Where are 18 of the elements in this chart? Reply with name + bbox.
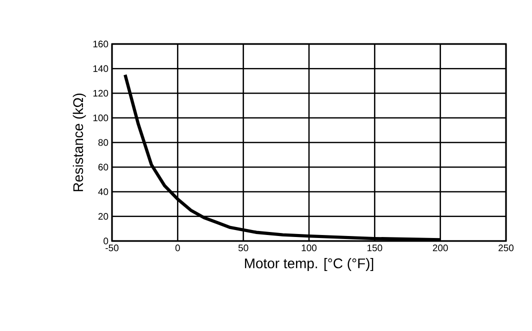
x-tick-label: -50 <box>106 244 118 252</box>
x-tick-label: 150 <box>367 244 382 252</box>
y-tick-label: 80 <box>98 139 108 146</box>
y-tick-label: 120 <box>93 90 108 97</box>
x-tick-label: 50 <box>238 244 248 252</box>
x-tick-label: 100 <box>302 244 317 252</box>
y-tick-label: 0 <box>104 238 108 244</box>
y-tick-label: 40 <box>98 188 108 196</box>
y-tick-label: 100 <box>93 114 108 122</box>
y-tick-label: 160 <box>93 40 108 48</box>
x-axis-title: Motor temp. [°C (°F)] <box>245 258 374 272</box>
x-tick-label: 0 <box>175 244 180 252</box>
y-axis-title: Resistance (kΩ) <box>72 94 86 192</box>
y-tick-label: 20 <box>98 213 108 220</box>
y-tick-label: 140 <box>93 65 108 72</box>
x-tick-label: 200 <box>432 244 448 252</box>
x-tick-label: 250 <box>498 244 514 252</box>
y-tick-label: 60 <box>98 164 108 170</box>
